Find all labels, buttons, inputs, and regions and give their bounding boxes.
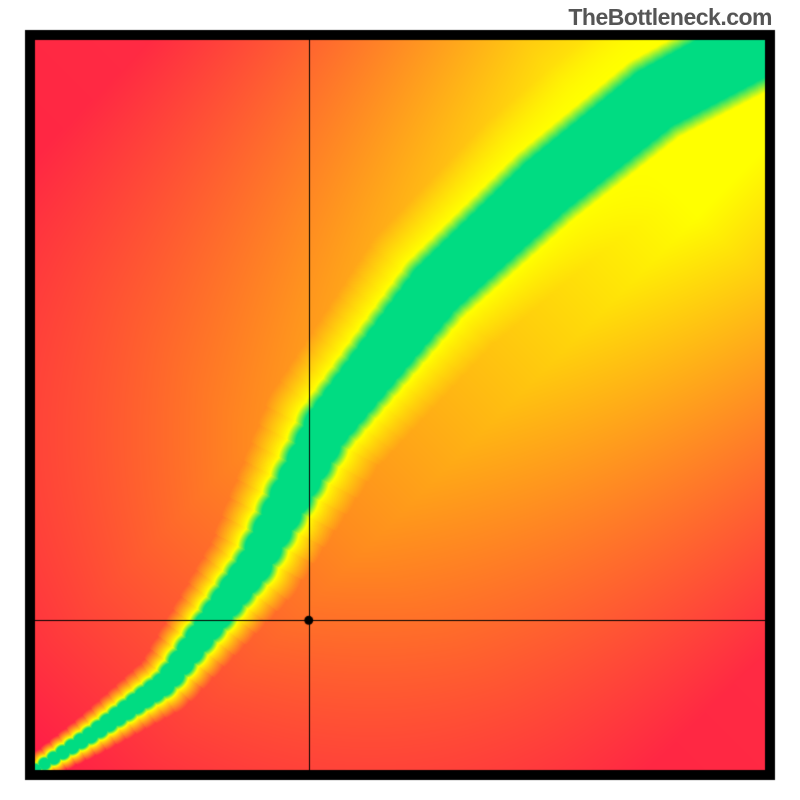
chart-container: TheBottleneck.com	[0, 0, 800, 800]
heatmap-canvas	[0, 0, 800, 800]
